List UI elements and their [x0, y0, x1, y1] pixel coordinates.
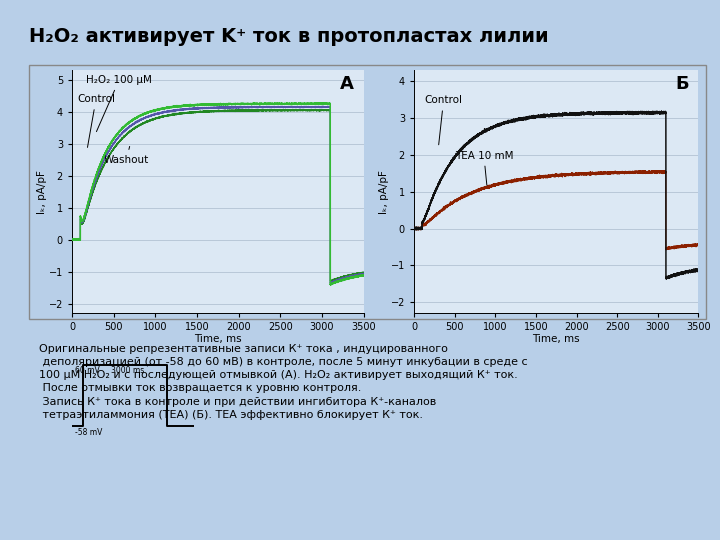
X-axis label: Time, ms: Time, ms — [194, 334, 242, 343]
Text: H₂O₂ активирует K⁺ ток в протопластах лилии: H₂O₂ активирует K⁺ ток в протопластах ли… — [29, 27, 549, 46]
Text: Washout: Washout — [104, 146, 149, 165]
Text: H₂O₂ 100 μM: H₂O₂ 100 μM — [86, 75, 152, 132]
Y-axis label: Iₖ, pA/pF: Iₖ, pA/pF — [37, 170, 48, 214]
Text: А: А — [341, 75, 354, 93]
Text: Б: Б — [675, 75, 689, 93]
Text: Control: Control — [77, 94, 115, 147]
Text: Control: Control — [425, 96, 462, 145]
Text: Оригинальные репрезентативные записи К⁺ тока , индуцированного
 деполяризацией (: Оригинальные репрезентативные записи К⁺ … — [39, 344, 528, 420]
Y-axis label: Iₖ, pA/pF: Iₖ, pA/pF — [379, 170, 390, 214]
X-axis label: Time, ms: Time, ms — [532, 334, 580, 343]
Text: TEA 10 mM: TEA 10 mM — [454, 151, 513, 185]
